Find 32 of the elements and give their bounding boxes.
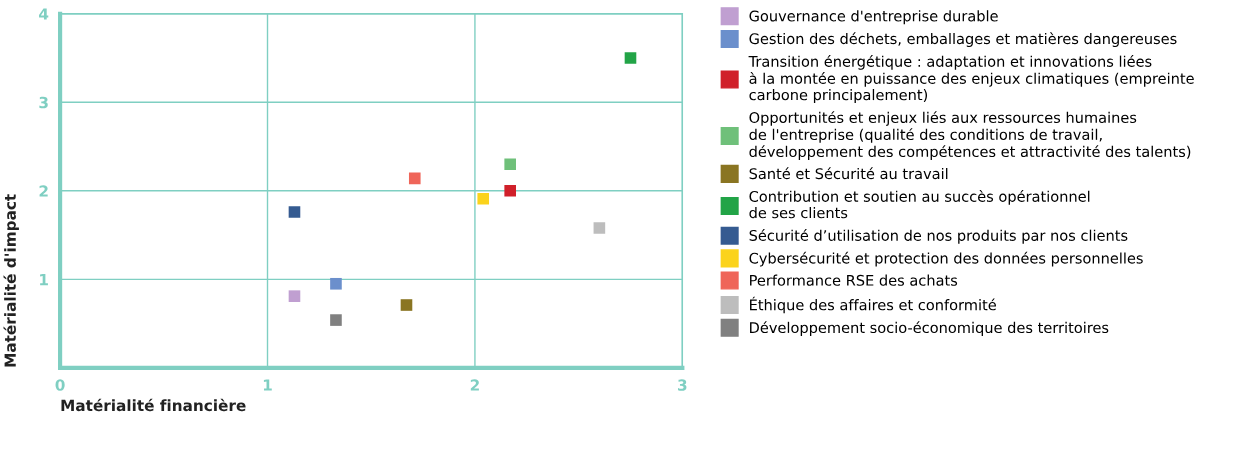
legend-label: Transition énergétique : adaptation et innovations liées à la montée en puissance des enjeux climatiques (empreinte carbone principalement) bbox=[748, 55, 1194, 104]
point bbox=[330, 277, 342, 290]
y-tick-label: 1 bbox=[40, 274, 48, 286]
y-tick-label: 2 bbox=[39, 185, 48, 197]
point bbox=[504, 158, 516, 171]
legend-label: Santé et Sécurité au travail bbox=[749, 167, 948, 180]
legend-label: Sécurité d’utilisation de nos produits par nos clients bbox=[749, 229, 1128, 244]
legend-label: Éthique des affaires et conformité bbox=[750, 296, 996, 314]
point bbox=[624, 52, 637, 64]
x-tick-label: 2 bbox=[470, 379, 479, 391]
x-tick-label: 0 bbox=[55, 379, 65, 391]
legend-label: Gouvernance d'entreprise durable bbox=[749, 10, 998, 25]
y-tick-label: 4 bbox=[39, 8, 49, 20]
point bbox=[400, 299, 413, 311]
point bbox=[408, 172, 421, 185]
x-axis-title: Matérialité financière bbox=[61, 398, 246, 412]
x-tick-label: 3 bbox=[678, 379, 687, 391]
point bbox=[504, 184, 516, 197]
point bbox=[477, 192, 490, 205]
point bbox=[593, 222, 606, 234]
y-tick-label: 3 bbox=[39, 96, 48, 109]
point bbox=[288, 290, 301, 302]
x-tick-label: 1 bbox=[263, 379, 272, 391]
legend-label: Opportunités et enjeux liés aux ressources humaines de l'entreprise (qualité des conditions de travail, développement des compétences et attractivité des talents) bbox=[749, 111, 1191, 160]
legend-label: Développement socio-économique des territoires bbox=[750, 321, 1109, 336]
legend-label: Gestion des déchets, emballages et matières dangereuses bbox=[749, 32, 1177, 48]
y-axis-title: Matérialité d'impact bbox=[3, 194, 19, 367]
point bbox=[288, 206, 301, 218]
legend-label: Contribution et soutien au succès opérationnel de ses clients bbox=[749, 190, 1090, 219]
legend-label: Cybersécurité et protection des données personnelles bbox=[749, 251, 1143, 267]
legend-label: Performance RSE des achats bbox=[750, 274, 958, 286]
point bbox=[330, 314, 342, 326]
